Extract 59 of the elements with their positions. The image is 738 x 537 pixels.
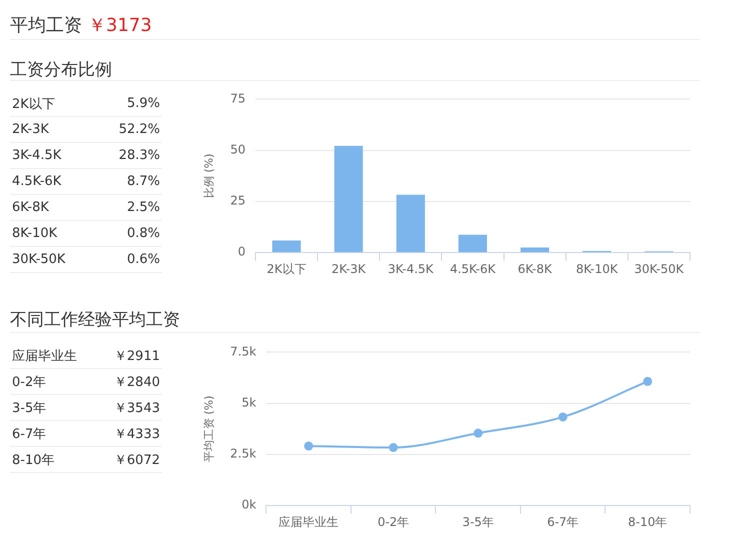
point: [558, 412, 568, 422]
bar: [396, 194, 425, 252]
text: 8-10年: [12, 452, 55, 468]
y-axis-title: 平均工资 (%): [202, 396, 216, 462]
text: 不同工作经验平均工资: [10, 310, 180, 330]
text: ￥6072: [114, 452, 160, 468]
y-axis-title: 比例 (%): [202, 154, 216, 198]
text: 0.6%: [126, 252, 160, 267]
text: 6-7年: [12, 426, 46, 442]
text: ￥3543: [114, 400, 160, 416]
x-tick-label: 2K-3K: [332, 262, 367, 276]
x-tick-label: 6K-8K: [518, 262, 553, 276]
x-tick-label: 4.5K-6K: [450, 262, 497, 276]
text: 2K-3K: [12, 122, 49, 137]
text: 3-5年: [12, 400, 46, 416]
y-tick-label: 2.5k: [230, 446, 256, 461]
x-tick-label: 8-10年: [628, 514, 668, 529]
y-tick-label: 75: [230, 91, 246, 106]
y-tick-label: 0k: [242, 498, 256, 512]
x-tick-label: 应届毕业生: [278, 514, 339, 529]
point: [388, 443, 398, 452]
text: ￥3173: [88, 15, 152, 36]
point: [304, 442, 314, 451]
text: 工资分布比例: [10, 60, 112, 80]
y-tick-label: 50: [230, 142, 246, 156]
text: 2K以下: [12, 96, 55, 112]
text: 52.2%: [118, 122, 160, 137]
text: 4.5K-6K: [12, 174, 62, 189]
text: 0-2年: [12, 374, 46, 390]
x-tick-label: 6-7年: [547, 514, 579, 529]
bar: [272, 240, 301, 252]
x-tick-label: 8K-10K: [576, 262, 619, 276]
text: 8K-10K: [12, 226, 58, 241]
y-tick-label: 5k: [242, 395, 256, 410]
x-tick-label: 3-5年: [462, 514, 494, 529]
bar: [458, 234, 488, 252]
point: [474, 428, 483, 438]
y-tick-label: 25: [230, 194, 246, 208]
text: 5.9%: [126, 96, 160, 111]
text: 0.8%: [126, 226, 160, 241]
y-tick-label: 7.5k: [230, 344, 256, 358]
x-tick-label: 0-2年: [378, 514, 410, 529]
text: 应届毕业生: [12, 348, 77, 364]
point: [643, 376, 652, 386]
bar: [334, 146, 363, 252]
text: 8.7%: [126, 174, 160, 189]
text: ￥4333: [114, 426, 160, 442]
text: ￥2911: [114, 348, 160, 364]
x-tick-label: 2K以下: [266, 262, 306, 276]
x-tick-label: 30K-50K: [634, 262, 685, 276]
bar: [520, 247, 550, 252]
text: 平均工资: [10, 15, 82, 36]
x-tick-label: 3K-4.5K: [388, 262, 435, 276]
text: 6K-8K: [12, 200, 49, 215]
text: 28.3%: [118, 148, 160, 163]
y-tick-label: 0: [238, 244, 246, 259]
text: 3K-4.5K: [12, 148, 62, 163]
text: ￥2840: [114, 374, 160, 390]
text: 2.5%: [126, 200, 160, 215]
